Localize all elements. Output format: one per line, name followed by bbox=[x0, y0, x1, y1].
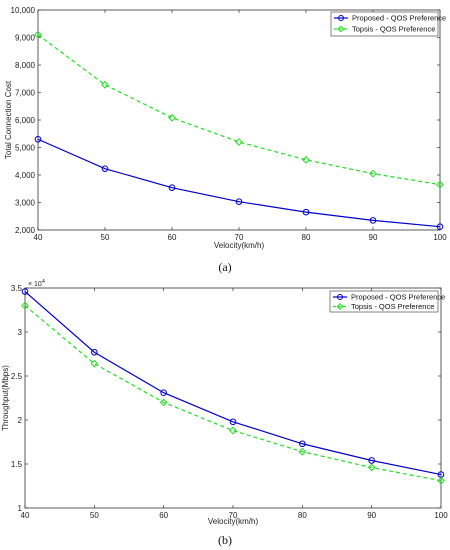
x-tick-label: 40 bbox=[34, 233, 43, 242]
data-point-topsis bbox=[437, 476, 445, 485]
data-point-proposed bbox=[101, 165, 109, 172]
data-point-proposed bbox=[160, 389, 167, 397]
x-tick-label: 70 bbox=[229, 511, 238, 520]
data-point-proposed bbox=[34, 135, 42, 143]
series-line-proposed bbox=[37, 138, 441, 228]
y-tick-label: 1.5 bbox=[11, 460, 23, 469]
x-tick-label: 60 bbox=[159, 511, 168, 520]
series-line-proposed bbox=[24, 291, 442, 476]
x-tick-label: 80 bbox=[302, 233, 311, 242]
y-tick-label: 4,000 bbox=[15, 171, 36, 180]
x-tick-label: 60 bbox=[168, 233, 177, 242]
x-tick-label: 90 bbox=[367, 511, 376, 520]
legend-box bbox=[330, 11, 439, 37]
legend-marker-circle bbox=[337, 294, 343, 300]
data-point-topsis bbox=[34, 30, 42, 39]
data-point-topsis bbox=[168, 113, 176, 122]
legend-label: Topsis - QOS Preference bbox=[352, 25, 435, 34]
data-point-proposed bbox=[369, 217, 377, 224]
chart-b-series bbox=[21, 288, 445, 485]
chart-b-exponent-power: 4 bbox=[42, 279, 45, 285]
chart-a-xlabel: Velocity(km/h) bbox=[214, 241, 265, 250]
legend-marker-diamond bbox=[337, 25, 345, 33]
data-point-topsis bbox=[21, 301, 29, 310]
x-tick-label: 40 bbox=[21, 511, 30, 520]
data-point-topsis bbox=[101, 80, 109, 89]
chart-a-series bbox=[34, 30, 444, 230]
y-tick-label: 5,000 bbox=[15, 144, 36, 153]
chart-b-x-ticks: 40 50 60 70 80 90 100 bbox=[21, 288, 448, 520]
data-point-proposed bbox=[299, 440, 306, 448]
chart-b-exponent-base: × 10 bbox=[28, 281, 42, 288]
x-tick-label: 90 bbox=[369, 233, 378, 242]
data-point-topsis bbox=[436, 180, 444, 189]
x-tick-label: 70 bbox=[235, 233, 244, 242]
legend-label: Proposed - QOS Preference bbox=[351, 293, 445, 302]
data-point-topsis bbox=[367, 463, 376, 472]
y-tick-label: 8,000 bbox=[15, 61, 36, 70]
chart-a-ylabel: Total Connection Cost bbox=[4, 80, 13, 159]
x-tick-label: 100 bbox=[434, 511, 448, 520]
chart-b: 1 1.5 2 2.5 3 3.5 40 50 60 70 80 90 100 × 104 Veloc… bbox=[1, 279, 448, 547]
y-tick-label: 3 bbox=[18, 328, 23, 337]
y-tick-label: 3.5 bbox=[11, 284, 23, 293]
chart-a-panel-label: (a) bbox=[218, 260, 231, 274]
y-tick-label: 7,000 bbox=[15, 89, 36, 98]
data-point-proposed bbox=[168, 184, 176, 191]
data-point-topsis bbox=[369, 169, 377, 178]
y-tick-label: 2.5 bbox=[11, 372, 23, 381]
y-tick-label: 1 bbox=[18, 504, 23, 513]
data-point-proposed bbox=[229, 418, 237, 426]
data-point-proposed bbox=[235, 198, 243, 205]
chart-b-xlabel: Velocity(km/h) bbox=[208, 517, 259, 526]
data-point-topsis bbox=[229, 426, 237, 435]
data-point-topsis bbox=[235, 138, 243, 146]
legend-marker-diamond bbox=[336, 302, 344, 311]
chart-a: 2,000 3,000 4,000 5,000 6,000 7,000 8,000 9,000… bbox=[4, 6, 447, 274]
y-tick-label: 10,000 bbox=[11, 6, 36, 15]
chart-a-legend: Proposed - QOS Preference Topsis - QOS Pr… bbox=[330, 11, 446, 37]
legend-marker-circle bbox=[338, 15, 344, 21]
data-point-topsis bbox=[302, 155, 310, 164]
data-point-topsis bbox=[298, 447, 307, 456]
legend-label: Proposed - QOS Preference bbox=[352, 14, 446, 23]
legend-box bbox=[329, 290, 439, 313]
chart-b-exponent: × 104 bbox=[28, 279, 45, 288]
data-point-proposed bbox=[302, 208, 310, 216]
data-point-topsis bbox=[90, 359, 99, 368]
data-point-proposed bbox=[91, 348, 98, 356]
x-tick-label: 50 bbox=[101, 233, 110, 242]
chart-b-y-ticks: 1 1.5 2 2.5 3 3.5 bbox=[11, 284, 441, 513]
data-point-proposed bbox=[368, 457, 375, 464]
y-tick-label: 3,000 bbox=[15, 199, 36, 208]
y-tick-label: 9,000 bbox=[15, 34, 36, 43]
x-tick-label: 50 bbox=[90, 511, 99, 520]
data-point-proposed bbox=[21, 288, 29, 295]
chart-a-y-ticks: 2,000 3,000 4,000 5,000 6,000 7,000 8,000 9,000… bbox=[11, 6, 440, 235]
legend-label: Topsis - QOS Preference bbox=[351, 302, 434, 311]
chart-b-ylabel: Throughput(Mbps) bbox=[1, 365, 10, 431]
chart-a-plot-area bbox=[37, 9, 441, 231]
y-tick-label: 2,000 bbox=[15, 226, 36, 235]
chart-b-plot-area bbox=[24, 287, 442, 509]
x-tick-label: 100 bbox=[433, 233, 447, 242]
chart-a-x-ticks: 40 50 60 70 80 90 100 bbox=[34, 10, 447, 242]
x-tick-label: 80 bbox=[298, 511, 307, 520]
series-line-topsis bbox=[24, 305, 442, 482]
series-line-topsis bbox=[37, 34, 441, 186]
data-point-topsis bbox=[159, 398, 168, 407]
y-tick-label: 2 bbox=[18, 416, 23, 425]
data-point-proposed bbox=[436, 223, 444, 230]
y-tick-label: 6,000 bbox=[15, 116, 36, 125]
chart-b-panel-label: (b) bbox=[218, 533, 232, 547]
